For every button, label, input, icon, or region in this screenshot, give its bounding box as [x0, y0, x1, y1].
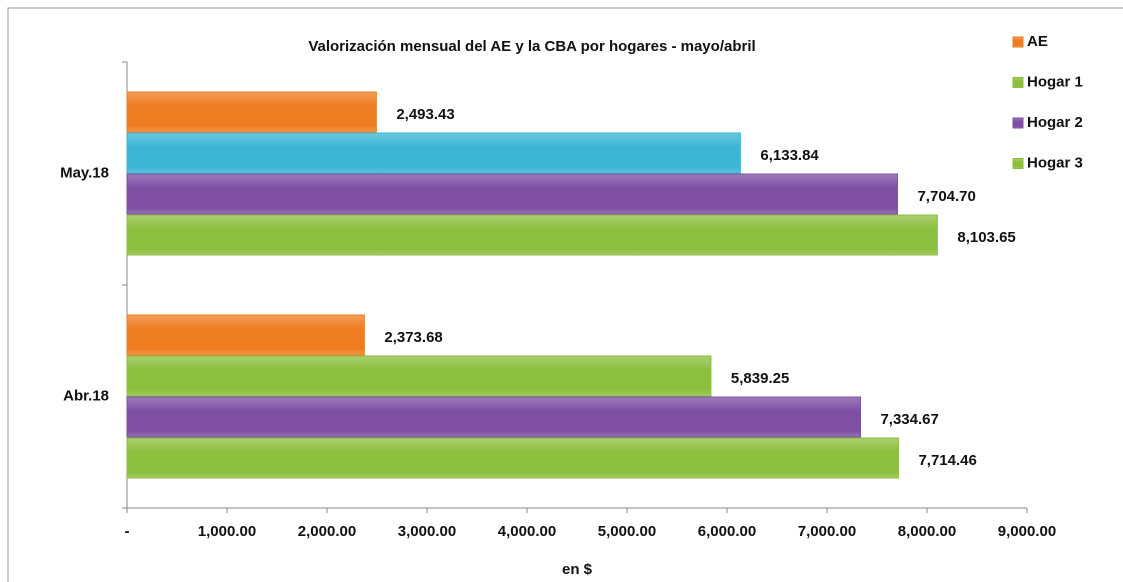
chart-title: Valorización mensual del AE y la CBA por…: [308, 38, 755, 55]
legend-swatch: [1012, 36, 1024, 48]
x-tick-label: 3,000.00: [398, 523, 456, 540]
data-label: 7,334.67: [880, 411, 938, 428]
x-tick-label: -: [125, 523, 130, 540]
bar: [126, 173, 898, 215]
category-label: May.18: [60, 164, 109, 181]
x-tick-label: 6,000.00: [698, 523, 756, 540]
data-label: 7,714.46: [918, 452, 976, 469]
bar: [126, 396, 861, 438]
bar: [126, 437, 899, 479]
data-label: 2,493.43: [396, 106, 454, 123]
legend-label: Hogar 1: [1027, 73, 1083, 90]
bar: [126, 314, 365, 356]
bar: [126, 214, 938, 256]
legend-swatch: [1012, 77, 1024, 88]
bar: [126, 355, 712, 397]
x-tick-label: 1,000.00: [198, 523, 256, 540]
data-label: 6,133.84: [760, 147, 819, 164]
x-tick-label: 4,000.00: [498, 523, 556, 540]
bar: [126, 91, 377, 133]
x-tick-label: 7,000.00: [798, 523, 856, 540]
category-label: Abr.18: [63, 387, 109, 404]
data-label: 8,103.65: [957, 229, 1015, 246]
data-label: 5,839.25: [731, 370, 789, 387]
x-tick-label: 2,000.00: [298, 523, 356, 540]
legend-swatch: [1012, 117, 1024, 129]
legend-label: AE: [1027, 33, 1048, 50]
x-tick-label: 5,000.00: [598, 523, 656, 540]
legend-swatch: [1012, 158, 1024, 169]
x-tick-label: 9,000.00: [998, 523, 1056, 540]
legend-label: Hogar 3: [1027, 154, 1083, 171]
data-label: 7,704.70: [917, 188, 975, 205]
x-axis-title: en $: [562, 561, 593, 578]
bar: [126, 132, 741, 174]
x-tick-label: 8,000.00: [898, 523, 956, 540]
data-label: 2,373.68: [384, 329, 442, 346]
legend-label: Hogar 2: [1027, 114, 1083, 131]
